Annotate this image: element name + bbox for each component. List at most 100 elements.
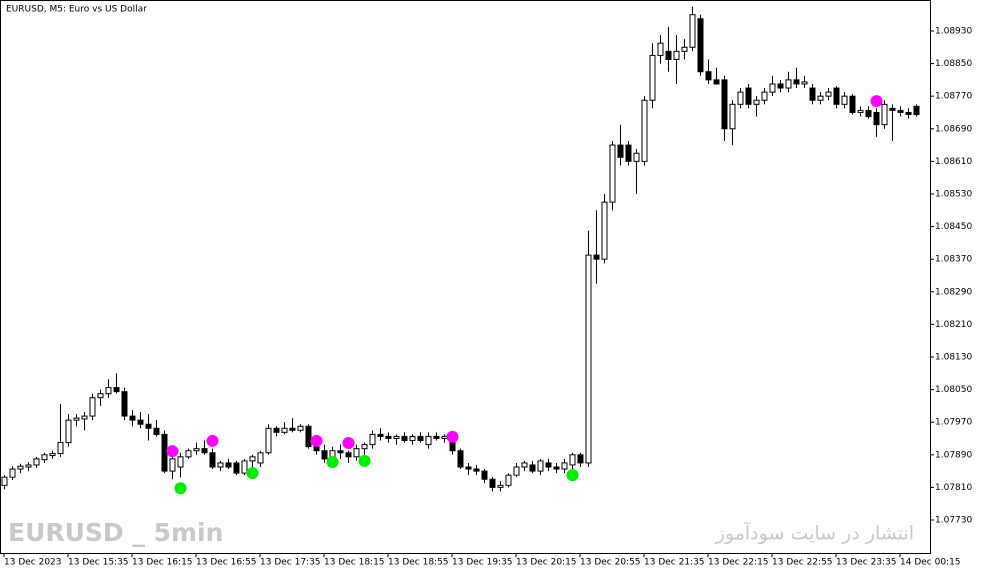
candle-body [769,83,776,93]
candle-body [761,91,768,101]
candle-body [313,446,320,452]
candle-body [433,435,440,439]
candle-body [9,468,16,478]
x-tick-label: 13 Dec 20:15 [516,558,577,568]
signal-marker [870,95,883,108]
candle-body [817,95,824,101]
candle-body [793,79,800,85]
candle-body [473,468,480,472]
x-tick-label: 13 Dec 17:35 [260,558,321,568]
candle-body [617,144,624,158]
candle-body [521,462,528,468]
candle-body [497,484,504,488]
candle-body [73,417,80,421]
x-tick-label: 13 Dec 23:35 [836,558,897,568]
candle-body [345,452,352,458]
candle-body [225,462,232,468]
candle-body [185,450,192,458]
candle-body [569,454,576,466]
candle-body [401,435,408,442]
candle-body [121,391,128,417]
candle-body [641,99,648,162]
candle-body [873,111,880,126]
candle-body [33,458,40,466]
candle-body [337,450,344,454]
y-tick-label: 1.08850 [935,59,972,69]
signal-marker [246,467,259,480]
candle-body [369,433,376,446]
candle-body [713,79,720,85]
candle-body [841,95,848,105]
candle-body [705,71,712,81]
candle-body [89,397,96,417]
candle-body [489,478,496,488]
candle-body [65,419,72,444]
y-tick-label: 1.08770 [935,92,972,102]
candle-body [137,419,144,425]
candle-body [49,453,56,457]
candle-body [145,423,152,429]
candle-body [41,454,48,461]
plot-frame [0,0,931,554]
candle-body [201,448,208,454]
candle-body [857,109,864,113]
candle-body [97,393,104,399]
x-tick-label: 13 Dec 15:35 [68,558,129,568]
candle-body [561,462,568,470]
candle-body [737,91,744,105]
candle-body [169,458,176,472]
candle-body [305,425,312,448]
candle-body [1,476,8,486]
candle-body [481,470,488,480]
candle-body [265,427,272,454]
candle-body [321,450,328,460]
x-tick-label: 13 Dec 22:15 [708,558,769,568]
candle-body [241,460,248,474]
candle-body [833,87,840,105]
candle-body [513,466,520,476]
candle-body [505,474,512,486]
candle-body [209,452,216,468]
candle-body [865,109,872,118]
signal-marker [446,430,459,443]
candle-body [601,201,608,260]
candle-body [393,435,400,439]
signal-marker [342,436,355,449]
candle-body [905,111,912,116]
candle-body [281,427,288,433]
candle-body [129,415,136,421]
x-tick-label: 13 Dec 21:35 [644,558,705,568]
candle-body [105,387,112,395]
candle-body [361,444,368,450]
candle-body [297,425,304,431]
candle-body [81,415,88,420]
candle-body [377,433,384,437]
candle-body [177,456,184,468]
candle-body [17,465,24,470]
candle-body [889,107,896,111]
candle-body [257,452,264,464]
y-tick-label: 1.07810 [935,483,972,493]
signal-marker [206,434,219,447]
candle-body [649,54,656,101]
candle-body [665,50,672,60]
candle-body [353,448,360,458]
candle-body [673,50,680,60]
y-tick-label: 1.07970 [935,418,972,428]
candle-body [633,152,640,162]
candle-body [417,435,424,442]
candle-body [441,435,448,439]
watermark-right: انتشار در سایت سودآموز [715,521,914,545]
y-tick-label: 1.08370 [935,255,972,265]
candle-body [553,466,560,470]
candle-body [593,254,600,260]
x-tick-label: 13 Dec 16:15 [132,558,193,568]
candle-body [529,464,536,472]
y-tick-label: 1.08290 [935,287,972,297]
signal-marker [310,434,323,447]
candle-body [465,466,472,470]
x-tick-label: 13 Dec 16:55 [196,558,257,568]
y-tick-label: 1.08210 [935,320,972,330]
candle-body [425,435,432,446]
y-tick-label: 1.07890 [935,450,972,460]
